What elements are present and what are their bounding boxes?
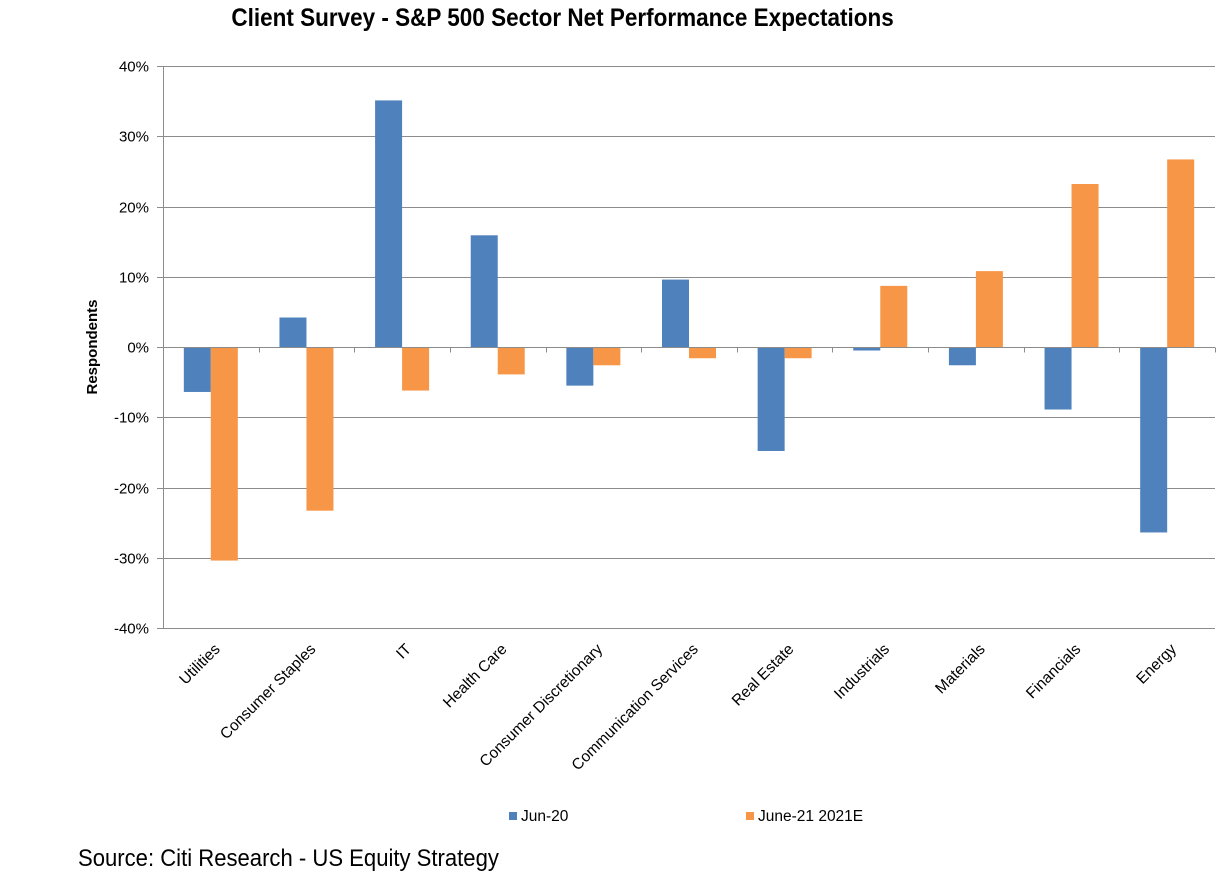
bar-june-21-2021e [402,347,430,391]
bar-june-21-2021e [210,347,238,561]
legend: Jun-20 June-21 2021E [509,808,863,825]
bar-jun-20 [853,347,881,351]
bar-june-21-2021e [1167,159,1195,347]
y-tick-label: 0% [127,340,149,357]
legend-label: Jun-20 [521,808,569,825]
category-label: IT [393,640,415,662]
y-axis-label: Respondents [84,299,101,394]
chart-title: Client Survey - S&P 500 Sector Net Perfo… [231,4,894,32]
category-label: Energy [1133,641,1180,688]
axes [163,66,1216,628]
bar-june-21-2021e [880,285,908,347]
bar-june-21-2021e [497,347,525,375]
legend-swatch [509,812,517,820]
gridlines [157,66,1215,629]
bar-chart: 40% 30% 20% 10% 0% -10% -20% -30% -40% Utilities… [84,59,1216,825]
bar-jun-20 [375,100,403,347]
bar-june-21-2021e [1071,184,1099,347]
category-label: Materials [932,641,989,698]
bar-june-21-2021e [975,271,1003,347]
category-label: Consumer Staples [217,641,319,743]
bar-june-21-2021e [306,347,334,511]
category-label: Real Estate [729,641,798,710]
bar-jun-20 [662,279,689,347]
y-tick-label: 30% [119,129,149,146]
bar-jun-20 [757,347,785,451]
y-tick-label: -40% [114,621,149,638]
bar-june-21-2021e [784,347,812,359]
y-tick-labels: 40% 30% 20% 10% 0% -10% -20% -30% -40% [114,59,149,638]
bar-jun-20 [948,347,976,366]
legend-swatch [746,812,754,820]
y-tick-label: 40% [119,59,149,76]
y-tick-label: 10% [119,270,149,287]
bar-jun-20 [566,347,594,386]
bars [183,100,1195,561]
bar-jun-20 [183,347,211,392]
bar-june-21-2021e [593,347,621,366]
bar-jun-20 [1140,347,1168,533]
bar-jun-20 [470,235,498,347]
bar-jun-20 [279,317,307,347]
y-tick-label: 20% [119,200,149,217]
bar-jun-20 [1044,347,1072,410]
bar-june-21-2021e [689,347,716,359]
y-tick-label: -10% [114,410,149,427]
y-tick-label: -20% [114,481,149,498]
category-label: Health Care [440,641,511,712]
source-note: Source: Citi Research - US Equity Strate… [78,845,499,872]
legend-label: June-21 2021E [758,808,863,825]
y-tick-label: -30% [114,551,149,568]
category-label: Industrials [831,641,893,703]
category-label: Financials [1023,641,1085,703]
category-label: Utilities [176,641,224,689]
